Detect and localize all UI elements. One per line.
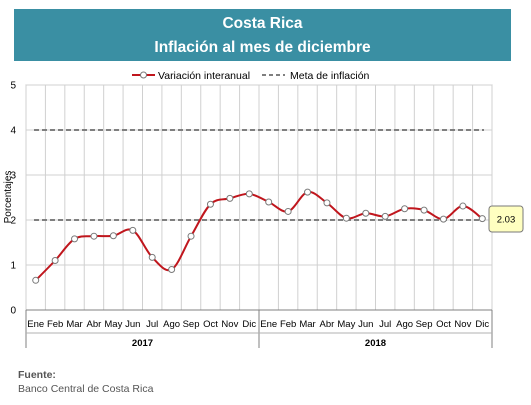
data-point <box>304 188 312 196</box>
y-axis-label: Porcentajes <box>3 171 14 224</box>
y-tick-label: 3 <box>10 171 16 182</box>
group-label: 2017 <box>132 338 153 349</box>
x-tick-label: Sep <box>416 319 433 330</box>
legend-target-label: Meta de inflación <box>290 70 370 82</box>
y-tick-label: 5 <box>10 81 16 92</box>
chart-title-banner: Costa Rica Inflación al mes de diciembre <box>14 9 511 61</box>
legend: Variación interanual Meta de inflación <box>132 70 370 82</box>
callout-value: 2.03 <box>497 215 516 226</box>
target-lines <box>34 129 484 221</box>
x-tick-label: Nov <box>454 319 471 330</box>
data-point <box>401 205 409 213</box>
legend-series-label: Variación interanual <box>158 70 250 82</box>
y-tick-label: 4 <box>10 126 16 137</box>
source-text: Banco Central de Costa Rica <box>18 383 154 395</box>
data-point <box>206 200 214 208</box>
source-label: Fuente: <box>18 369 56 381</box>
data-point <box>226 194 234 202</box>
x-tick-label: Ago <box>163 319 180 330</box>
x-tick-label: Dic <box>475 319 489 330</box>
x-tick-label: Dic <box>242 319 256 330</box>
x-tick-label: Feb <box>47 319 63 330</box>
x-tick-label: Mar <box>66 319 82 330</box>
x-tick-label: Jul <box>379 319 391 330</box>
y-tick-label: 1 <box>10 261 16 272</box>
x-tick-label: Abr <box>320 319 335 330</box>
x-tick-label: Abr <box>87 319 102 330</box>
data-point <box>187 232 195 240</box>
y-tick-label: 2 <box>10 216 16 227</box>
x-tick-label: Jun <box>358 319 373 330</box>
callout-box <box>488 205 524 233</box>
x-tick-label: Ago <box>396 319 413 330</box>
x-tick-label: Ene <box>260 319 277 330</box>
data-point <box>420 206 428 214</box>
data-point <box>71 235 79 243</box>
x-tick-label: Jul <box>146 319 158 330</box>
data-point <box>362 209 370 217</box>
data-point <box>129 226 137 234</box>
data-point <box>342 214 350 222</box>
x-tick-label: Feb <box>280 319 296 330</box>
data-point <box>90 232 98 240</box>
legend-series-marker <box>140 71 147 79</box>
x-tick-label: Oct <box>436 319 451 330</box>
data-point <box>439 215 447 223</box>
x-tick-label: May <box>337 319 355 330</box>
data-point <box>459 202 467 210</box>
x-tick-label: Jun <box>125 319 140 330</box>
data-point <box>168 266 176 273</box>
x-tick-label: Oct <box>203 319 218 330</box>
group-label: 2018 <box>365 338 386 349</box>
data-point <box>148 253 156 261</box>
x-tick-label: Sep <box>183 319 200 330</box>
chart-title: Costa Rica <box>222 15 303 32</box>
data-point <box>51 257 59 264</box>
x-tick-label: Mar <box>299 319 315 330</box>
callout: 2.03 <box>488 205 524 233</box>
x-tick-label: May <box>104 319 122 330</box>
data-point <box>265 198 273 206</box>
data-point <box>109 232 117 240</box>
data-point <box>478 215 486 223</box>
data-point <box>323 199 331 207</box>
data-point <box>284 207 292 215</box>
series-variacion <box>32 188 486 284</box>
x-tick-label: Ene <box>27 319 44 330</box>
data-point <box>245 190 253 198</box>
y-tick-label: 0 <box>10 306 16 317</box>
chart-subtitle: Inflación al mes de diciembre <box>154 39 371 56</box>
data-point <box>381 212 389 220</box>
data-point <box>32 276 40 284</box>
x-tick-label: Nov <box>221 319 238 330</box>
